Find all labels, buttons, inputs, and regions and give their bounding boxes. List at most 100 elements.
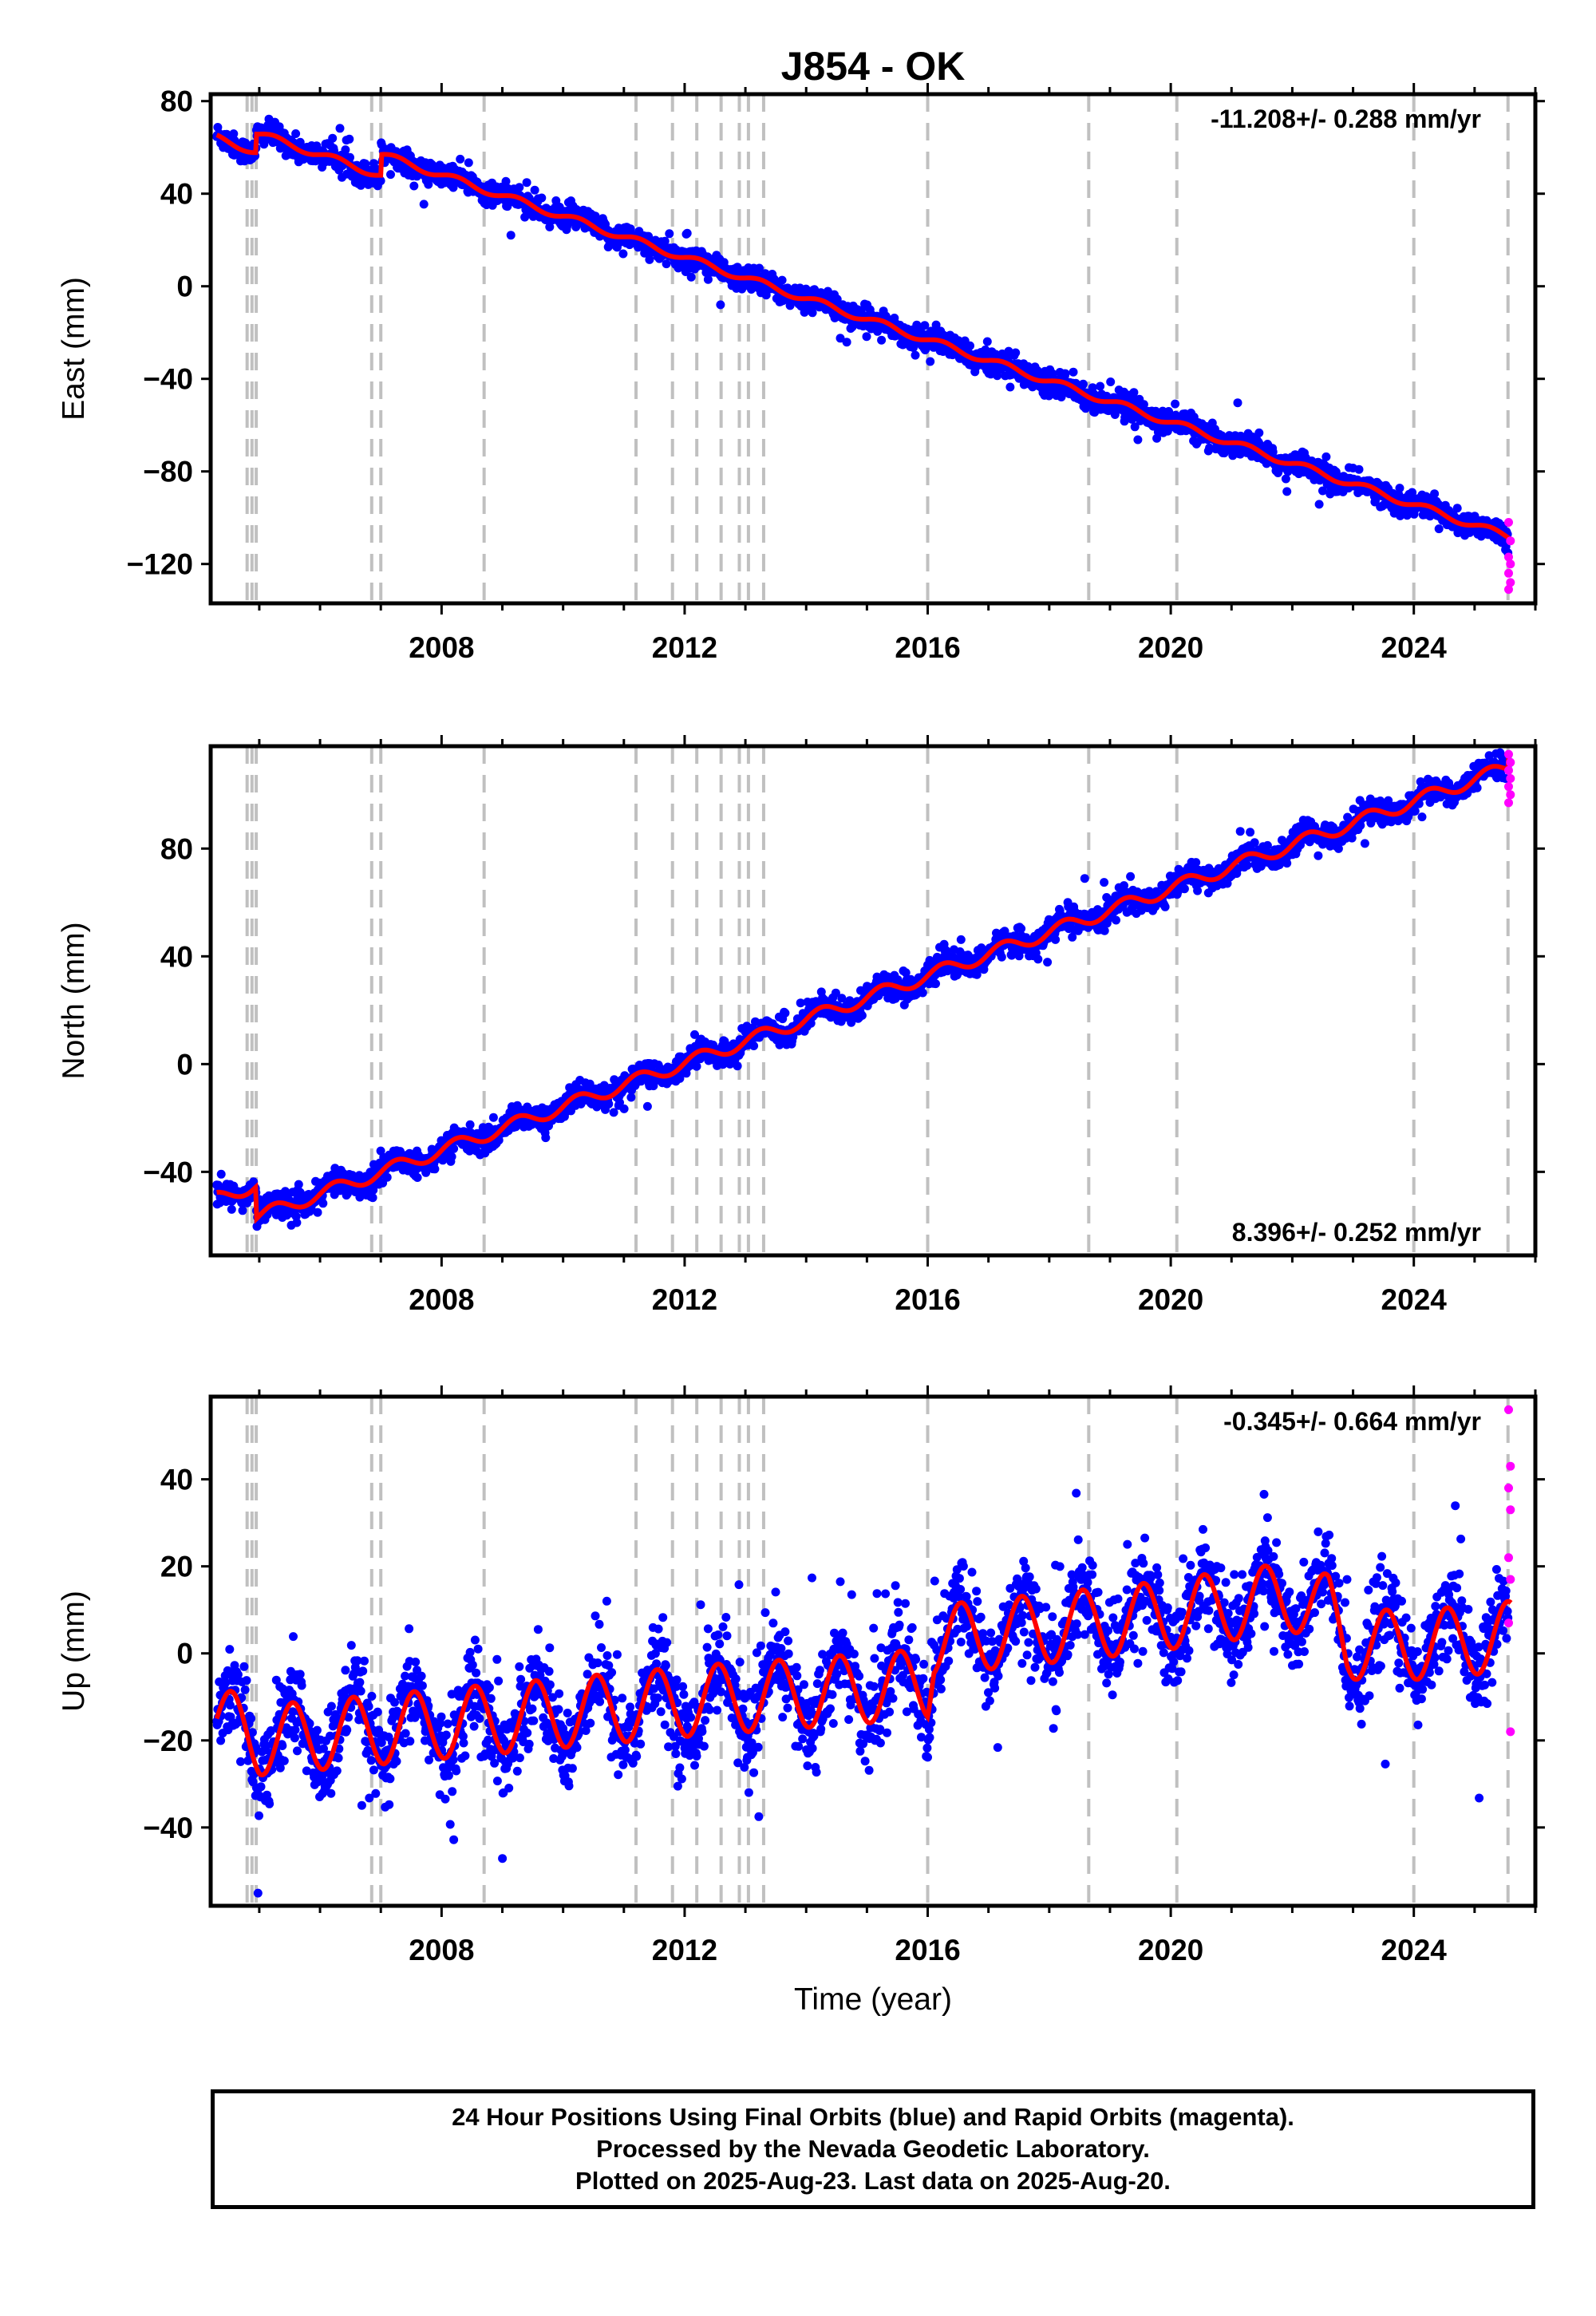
final-orbit-point	[1282, 859, 1292, 868]
final-orbit-point	[660, 236, 670, 246]
final-orbit-point	[1321, 452, 1331, 461]
final-orbit-point	[1452, 504, 1462, 513]
final-orbit-point	[1371, 496, 1380, 505]
final-orbit-point	[615, 1098, 624, 1107]
y-tick-label: −80	[143, 456, 193, 488]
final-orbit-point	[292, 1218, 302, 1227]
final-orbit-point	[238, 1206, 247, 1215]
rapid-orbit-point	[1506, 536, 1515, 546]
final-orbit-point	[541, 1133, 551, 1143]
data-layer	[212, 114, 1515, 595]
panel-frame	[208, 92, 1538, 606]
final-orbit-point	[1033, 954, 1043, 964]
final-orbit-point	[341, 145, 350, 155]
final-orbit-point	[626, 1093, 636, 1102]
final-orbit-point	[1068, 932, 1077, 942]
final-orbit-point	[291, 129, 301, 138]
final-orbit-point	[369, 1185, 378, 1195]
final-orbit-point	[686, 272, 696, 282]
final-orbit-point	[993, 371, 1002, 381]
final-orbit-point	[1078, 379, 1088, 389]
y-tick-label: −40	[143, 363, 193, 396]
plot-title: J854 - OK	[781, 44, 966, 89]
final-orbit-point	[842, 338, 851, 347]
final-orbit-point	[920, 321, 930, 330]
final-orbit-point	[1191, 858, 1201, 868]
final-orbit-point	[836, 334, 845, 343]
y-tick-label: 80	[160, 85, 193, 118]
final-orbit-point	[1096, 381, 1105, 391]
final-orbit-point	[675, 1073, 685, 1083]
final-orbit-point	[1262, 840, 1272, 850]
final-orbit-point	[1017, 924, 1026, 934]
final-orbit-point	[520, 212, 530, 222]
final-orbit-point	[690, 1030, 699, 1039]
final-orbit-point	[530, 185, 539, 195]
final-orbit-point	[1045, 391, 1053, 401]
final-orbit-point	[1179, 884, 1189, 894]
final-orbit-point	[808, 308, 817, 318]
final-orbit-point	[761, 290, 771, 300]
final-orbit-point	[780, 1008, 790, 1018]
final-orbit-point	[956, 935, 966, 944]
final-orbit-point	[1434, 524, 1444, 534]
final-orbit-point	[733, 1061, 742, 1071]
x-tick-label: 2020	[1138, 631, 1203, 664]
final-orbit-point	[1000, 927, 1009, 936]
final-orbit-point	[1005, 382, 1015, 392]
final-orbit-point	[1129, 388, 1139, 397]
x-tick-label: 2016	[895, 631, 960, 664]
final-orbit-point	[1314, 851, 1323, 860]
final-orbit-point	[1318, 486, 1327, 496]
final-orbit-point	[376, 1146, 385, 1156]
final-orbit-point	[229, 129, 239, 139]
final-orbit-point	[1061, 369, 1070, 378]
final-orbit-point	[1193, 886, 1203, 895]
final-orbit-point	[294, 1180, 303, 1189]
final-orbit-point	[982, 337, 992, 346]
final-orbit-point	[749, 1041, 759, 1050]
final-orbit-point	[1100, 878, 1109, 887]
y-tick-label: −120	[127, 548, 193, 581]
final-orbit-point	[926, 357, 935, 366]
final-orbit-point	[409, 181, 419, 191]
final-orbit-point	[665, 229, 674, 239]
final-orbit-point	[382, 1172, 392, 1182]
final-orbit-point	[386, 170, 395, 180]
rapid-orbit-point	[1504, 568, 1513, 578]
final-orbit-point	[1080, 874, 1089, 883]
y-axis-label: East (mm)	[57, 277, 91, 421]
final-orbit-point	[227, 1204, 236, 1214]
rapid-orbit-point	[1504, 552, 1513, 562]
final-orbit-point	[1130, 422, 1140, 432]
final-orbit-point	[465, 1120, 475, 1129]
final-orbit-point	[1250, 838, 1259, 848]
final-orbit-point	[424, 180, 433, 189]
final-orbit-point	[447, 1152, 456, 1161]
final-orbit-point	[619, 1104, 629, 1113]
final-orbit-point	[1254, 428, 1264, 437]
x-tick-label: 2012	[652, 631, 717, 664]
final-orbit-point	[216, 1169, 226, 1179]
velocity-rate-label: -11.208+/- 0.288 mm/yr	[1211, 105, 1481, 133]
final-orbit-point	[806, 1018, 816, 1028]
final-orbit-point	[545, 222, 555, 231]
final-orbit-point	[901, 968, 911, 978]
final-orbit-point	[1112, 915, 1120, 925]
final-orbit-point	[1281, 474, 1290, 484]
final-orbit-point	[604, 1099, 614, 1109]
final-orbit-point	[1430, 489, 1440, 499]
x-tick-label: 2008	[409, 631, 474, 664]
final-orbit-point	[1043, 958, 1053, 967]
final-orbit-point	[966, 341, 974, 350]
final-orbit-point	[449, 1144, 459, 1153]
final-orbit-point	[1126, 871, 1136, 881]
final-orbit-point	[642, 1101, 652, 1111]
final-orbit-point	[335, 124, 345, 133]
final-orbit-point	[837, 994, 847, 1003]
final-orbit-point	[419, 200, 429, 209]
final-orbit-point	[464, 158, 473, 168]
final-orbit-point	[682, 228, 692, 238]
